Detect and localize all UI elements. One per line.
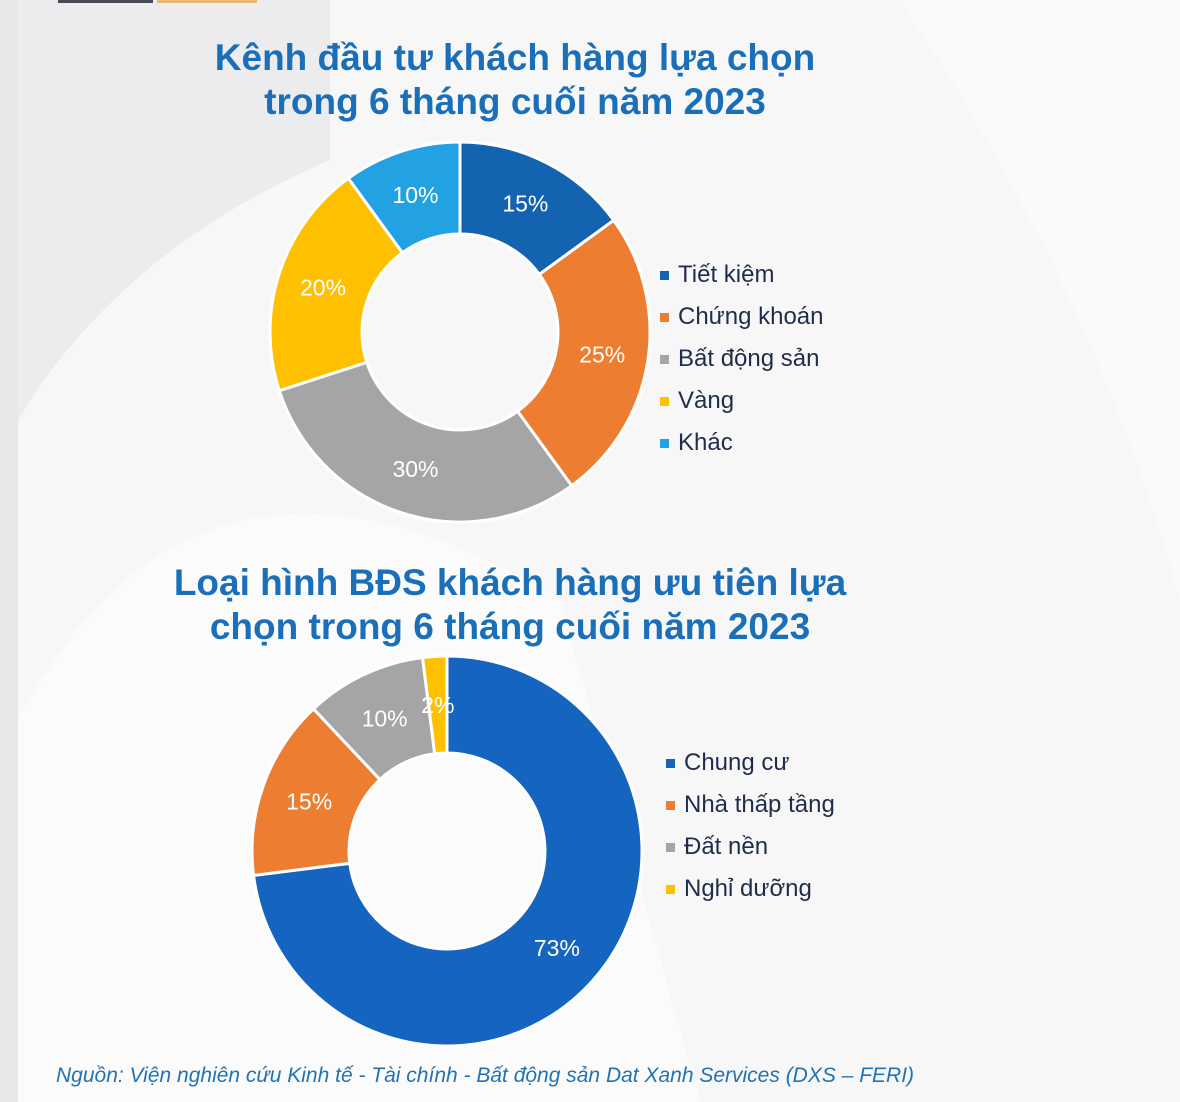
legend-label: Đất nền (684, 833, 769, 860)
legend-label: Chứng khoán (678, 303, 824, 330)
chart1-title: Kênh đầu tư khách hàng lựa chọn trong 6 t… (214, 37, 816, 122)
legend-swatch (666, 884, 675, 894)
legend-label: Khác (678, 429, 733, 456)
donut-slice (515, 218, 652, 488)
data-label: 30% (392, 456, 438, 482)
legend-swatch (660, 354, 669, 364)
legend-swatch (666, 842, 675, 852)
legend-item: Nghỉ dưỡng (666, 868, 835, 910)
legend-label: Vàng (678, 387, 735, 414)
legend-item: Tiết kiệm (660, 254, 824, 296)
data-label: 10% (392, 182, 438, 208)
legend-swatch (660, 396, 669, 406)
legend-item: Nhà thấp tầng (666, 784, 835, 826)
donut-slice (251, 654, 644, 1048)
legend-label: Nghỉ dưỡng (684, 875, 812, 902)
data-label: 15% (286, 788, 332, 814)
legend-swatch (666, 758, 675, 768)
legend-item: Khác (660, 422, 824, 464)
legend-swatch (666, 800, 675, 810)
chart2-legend: Chung cư Nhà thấp tầng Đất nền Nghỉ dưỡng (666, 742, 835, 910)
legend-swatch (660, 438, 669, 448)
legend-label: Bất động sản (678, 345, 820, 372)
donut-slice (277, 360, 574, 524)
legend-swatch (660, 312, 669, 322)
legend-item: Vàng (660, 380, 824, 422)
logo (58, 0, 278, 3)
data-label: 25% (579, 342, 625, 368)
legend-item: Chung cư (666, 742, 835, 784)
chart2-title: Loại hình BĐS khách hàng ưu tiên lựa chọn… (173, 562, 847, 647)
data-label: 2% (421, 692, 454, 718)
legend-item: Chứng khoán (660, 296, 824, 338)
legend-label: Tiết kiệm (678, 261, 775, 288)
chart1-legend: Tiết kiệm Chứng khoán Bất động sản Vàng Khác (660, 254, 824, 464)
donut-slice (346, 140, 462, 255)
data-label: 15% (502, 191, 548, 217)
data-label: 73% (534, 935, 580, 961)
donut-slice (268, 176, 405, 393)
source-note: Nguồn: Viện nghiên cứu Kinh tế - Tài chí… (56, 1064, 915, 1087)
data-label: 10% (362, 705, 408, 731)
legend-item: Đất nền (666, 826, 835, 868)
data-label: 20% (300, 275, 346, 301)
legend-item: Bất động sản (660, 338, 824, 380)
legend-label: Nhà thấp tầng (684, 791, 835, 818)
legend-swatch (660, 270, 669, 280)
legend-label: Chung cư (684, 749, 790, 776)
donut-slice (420, 654, 449, 756)
